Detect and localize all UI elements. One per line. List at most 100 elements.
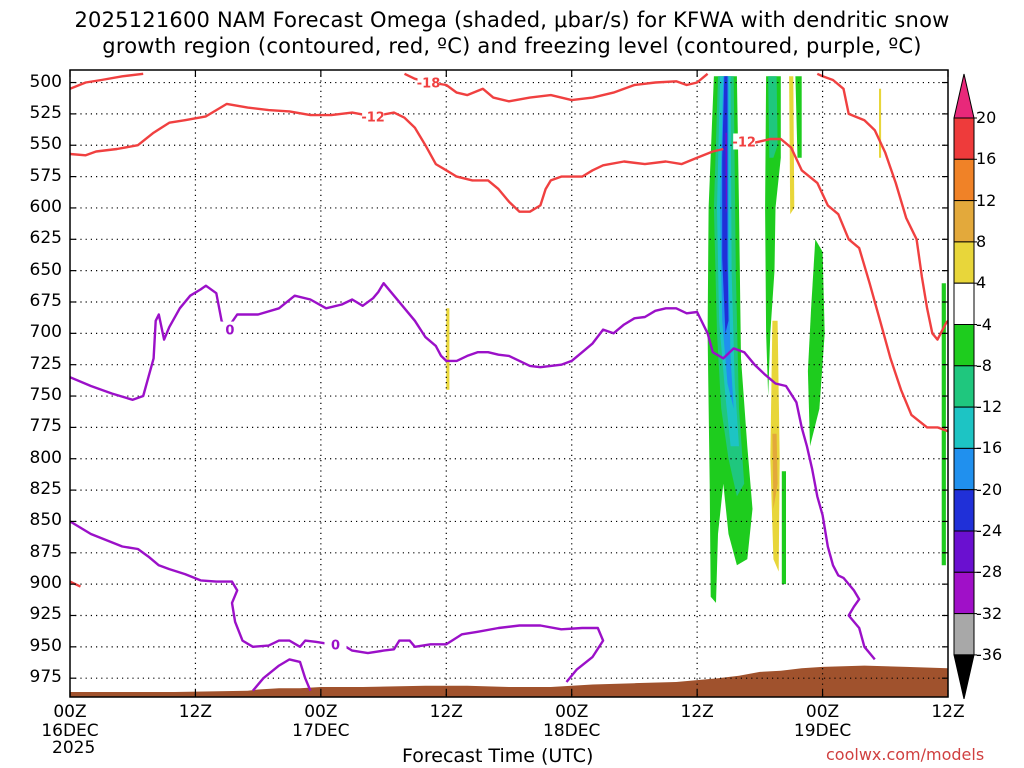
x-tick-label-date: 17DEC (292, 721, 350, 741)
colorbar-label: -8 (976, 355, 992, 375)
contour-line-8 (251, 658, 312, 692)
x-tick-label: 12Z (155, 703, 235, 722)
y-tick-label: 675 (29, 290, 62, 311)
colorbar-bin-2 (953, 158, 975, 202)
colorbar-bin-13 (953, 613, 975, 656)
y-tick-label: 625 (29, 228, 62, 249)
x-tick-label: 12Z (908, 703, 988, 722)
omega-region-8 (795, 76, 802, 158)
omega-region-10 (781, 471, 786, 585)
x-tick-label-time: 12Z (931, 702, 965, 722)
contour-line-3 (816, 72, 948, 341)
x-tick-label-time: 12Z (178, 702, 213, 722)
colorbar-label: -20 (976, 479, 1003, 499)
contour-line-1 (70, 102, 724, 213)
colorbar-label: -16 (976, 438, 1003, 458)
colorbar-label: -4 (976, 314, 992, 334)
colorbar-bin-11 (953, 530, 975, 573)
contour-label-bg-7 (324, 636, 347, 653)
y-tick-label: 975 (29, 667, 62, 688)
omega-region-7 (768, 76, 778, 158)
y-tick-label: 925 (29, 604, 62, 625)
omega-region-9 (807, 239, 825, 447)
omega-region-12 (446, 308, 450, 390)
x-tick-label: 00Z 16DEC (30, 703, 110, 741)
x-tick-label-date: 16DEC (41, 721, 99, 741)
colorbar-bin-3 (953, 200, 975, 243)
contour-label-0: -18 (417, 77, 441, 92)
contour-line-7 (70, 520, 605, 683)
omega-region-11 (941, 283, 946, 566)
contour-label-7: 0 (331, 638, 340, 653)
y-tick-label: 575 (29, 165, 62, 186)
y-tick-label: 875 (29, 541, 62, 562)
chart-title-line-2: growth region (contoured, red, ºC) and f… (102, 34, 922, 58)
y-tick-label: 500 (29, 71, 62, 92)
omega-region-15 (772, 433, 778, 509)
omega-region-13 (789, 76, 795, 215)
y-tick-label: 775 (29, 416, 62, 437)
x-tick-label: 12Z (657, 703, 737, 722)
colorbar-bin-1 (953, 117, 975, 160)
y-tick-label: 750 (29, 385, 62, 406)
contour-label-1: -12 (361, 110, 385, 125)
y-tick-label: 700 (29, 322, 62, 343)
colorbar-top-arrow (953, 73, 975, 119)
x-tick-label-time: 00Z (555, 702, 589, 722)
contour-line-4 (70, 72, 144, 90)
colorbar-label: -36 (976, 644, 1003, 664)
omega-region-16 (879, 88, 882, 158)
x-axis-year-label: 2025 (52, 738, 96, 758)
x-tick-label: 12Z (406, 703, 486, 722)
colorbar-bottom-arrow (953, 654, 975, 700)
contour-line-6 (70, 282, 876, 661)
colorbar-label: 4 (976, 273, 987, 293)
x-tick-label-time: 00Z (805, 702, 840, 722)
x-tick-label-time: 00Z (304, 702, 338, 722)
x-axis-title: Forecast Time (UTC) (402, 745, 594, 767)
colorbar-label: -12 (976, 397, 1003, 417)
colorbar-bin-12 (953, 571, 975, 615)
plot-frame (69, 69, 949, 698)
colorbar-bin-7 (953, 365, 975, 408)
colorbar-label: -28 (976, 562, 1003, 582)
colorbar-label: 16 (976, 149, 997, 169)
y-tick-label: 850 (29, 510, 62, 531)
y-tick-label: 550 (29, 134, 62, 155)
y-tick-label: 900 (29, 573, 62, 594)
y-tick-label: 950 (29, 635, 62, 656)
colorbar-bin-4 (953, 241, 975, 284)
y-tick-label: 525 (29, 102, 62, 123)
contour-label-bg-0 (417, 74, 440, 91)
y-tick-label: 725 (29, 353, 62, 374)
contour-line-2 (733, 137, 948, 433)
colorbar-label: -24 (976, 521, 1003, 540)
credit-link[interactable]: coolwx.com/models (826, 745, 985, 764)
y-tick-label: 800 (29, 447, 62, 468)
contour-label-2: -12 (732, 135, 756, 150)
colorbar-label: 8 (976, 231, 987, 251)
colorbar-label: 20 (976, 108, 997, 127)
x-tick-label-time: 12Z (680, 702, 714, 722)
x-tick-label-date: 19DEC (793, 721, 852, 741)
colorbar-label: -32 (976, 603, 1003, 623)
colorbar-bin-8 (953, 406, 975, 449)
contour-label-bg-2 (733, 133, 756, 150)
y-tick-label: 825 (29, 479, 62, 500)
contour-label-bg-6 (218, 321, 241, 338)
contour-label-6: 0 (225, 324, 234, 339)
x-tick-label: 00Z 19DEC (783, 703, 863, 741)
colorbar-label: 12 (976, 190, 997, 210)
contour-line-0 (403, 72, 709, 103)
colorbar-bin-6 (953, 324, 975, 367)
colorbar-bin-10 (953, 489, 975, 532)
colorbar-bin-5 (953, 282, 975, 326)
chart-title-line-1: 2025121600 NAM Forecast Omega (shaded, μ… (74, 8, 950, 32)
x-tick-label-time: 00Z (53, 702, 87, 722)
y-tick-label: 600 (29, 196, 62, 217)
x-tick-label-time: 12Z (429, 702, 463, 722)
omega-region-4 (722, 76, 729, 334)
x-tick-label: 00Z 17DEC (281, 703, 361, 741)
x-tick-label-date: 18DEC (543, 721, 601, 741)
